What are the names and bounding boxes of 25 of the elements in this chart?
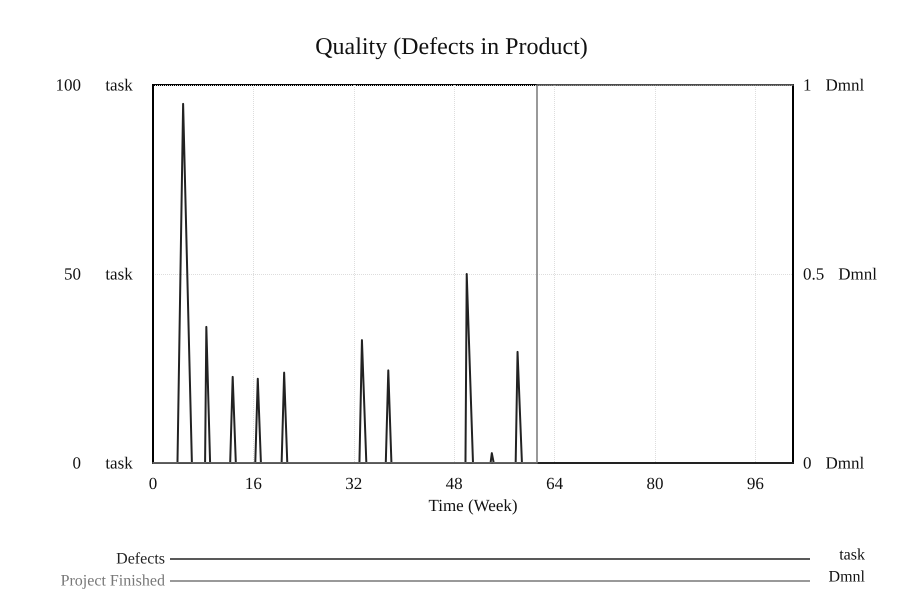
chart-title: Quality (Defects in Product): [315, 34, 588, 60]
y-tick-label: 0: [72, 454, 81, 472]
y2-tick-label: 0: [803, 454, 812, 472]
x-tick-label: 64: [546, 474, 564, 493]
x-tick-label: 80: [646, 474, 664, 493]
text: Project Finished: [60, 572, 165, 590]
y2-axis-title: Dmnl: [826, 454, 864, 472]
x-tick-label: 0: [148, 474, 158, 493]
x-tick-label: 32: [345, 474, 362, 493]
text: task: [105, 76, 133, 94]
text: Dmnl: [838, 264, 877, 284]
y-axis-title: task: [105, 454, 134, 472]
text: task: [839, 546, 866, 564]
text: task: [105, 264, 133, 284]
x-tick-label: 48: [446, 474, 463, 493]
y-tick-label: 100: [56, 76, 81, 94]
x-tick-label: 96: [746, 474, 764, 493]
text: Defects: [116, 550, 165, 568]
y-tick-label: 50: [64, 264, 81, 284]
x-axis-title: Time (Week): [428, 496, 518, 515]
y2-tick-label: 1: [803, 76, 812, 94]
text: Dmnl: [828, 568, 866, 586]
y2-tick-label: 0.5: [803, 264, 824, 284]
text: Dmnl: [826, 76, 864, 94]
x-tick-label: 16: [244, 474, 262, 493]
